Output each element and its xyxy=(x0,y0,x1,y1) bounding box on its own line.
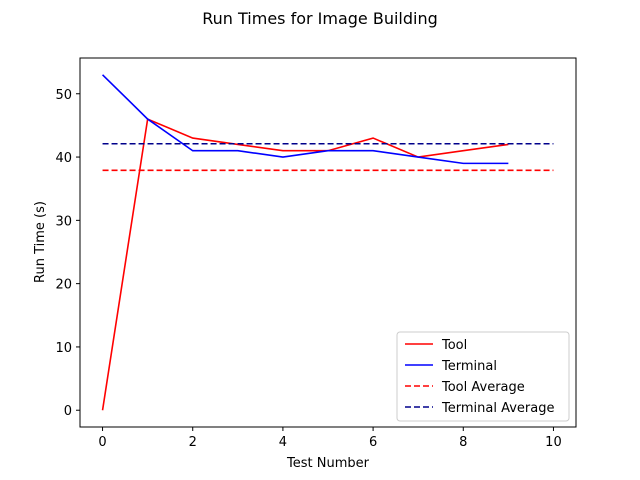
x-tick-label: 8 xyxy=(459,435,467,450)
ticks-layer: 0 2 4 6 8 10 0 10 20 30 40 50 xyxy=(55,88,561,450)
legend-box xyxy=(396,331,570,422)
series-line-2 xyxy=(101,74,509,165)
x-tick-label: 2 xyxy=(189,435,197,450)
y-tick-label: 20 xyxy=(55,278,72,293)
series-line-1 xyxy=(101,117,509,411)
legend: Tool Terminal Tool Average Terminal Average xyxy=(396,331,570,422)
y-tick-label: 10 xyxy=(55,341,72,356)
x-tick-label: 0 xyxy=(98,435,106,450)
x-tick-label: 6 xyxy=(369,435,377,450)
series-layer xyxy=(101,74,554,411)
y-tick-label: 40 xyxy=(55,151,72,166)
x-axis-label: Test Number xyxy=(286,456,370,471)
plot-frame xyxy=(79,57,577,428)
x-tick-label: 10 xyxy=(545,435,562,450)
legend-label-2: Terminal xyxy=(441,359,497,374)
x-tick-label: 4 xyxy=(279,435,287,450)
legend-label-3: Tool Average xyxy=(441,380,525,395)
y-tick-label: 30 xyxy=(55,214,72,229)
y-axis-label: Run Time (s) xyxy=(33,201,48,283)
y-tick-label: 0 xyxy=(64,404,72,419)
chart-title: Run Times for Image Building xyxy=(202,9,438,28)
legend-label-1: Tool xyxy=(441,338,467,353)
y-tick-label: 50 xyxy=(55,88,72,103)
legend-label-4: Terminal Average xyxy=(441,401,554,416)
